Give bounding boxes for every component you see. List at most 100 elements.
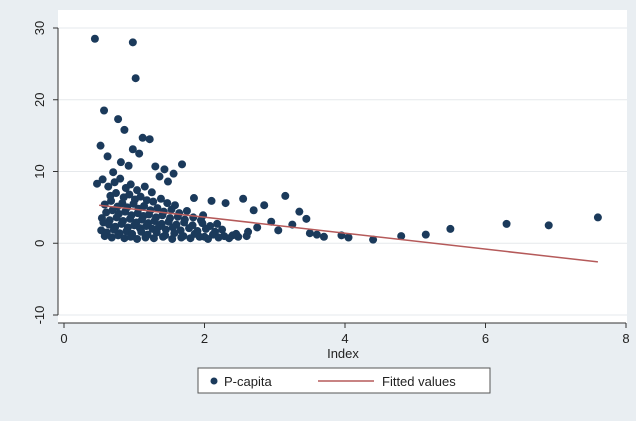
data-point (163, 199, 172, 208)
data-point (201, 224, 210, 233)
data-point (133, 186, 142, 195)
x-axis-label: Index (327, 346, 359, 361)
data-point (168, 234, 177, 243)
data-point (446, 224, 455, 233)
data-point (204, 234, 213, 243)
legend-label-fitted-values: Fitted values (382, 374, 456, 389)
data-point (260, 201, 269, 210)
data-point (305, 229, 314, 238)
data-point (244, 227, 253, 236)
data-point (214, 233, 223, 242)
data-point (149, 197, 158, 206)
data-point (103, 152, 112, 161)
data-point (167, 205, 176, 214)
data-point (319, 232, 328, 241)
data-point (151, 162, 160, 171)
data-point (126, 232, 135, 241)
grid-lines (58, 27, 627, 316)
data-point (135, 149, 144, 158)
data-point (177, 233, 186, 242)
y-tick-label: 30 (32, 21, 47, 35)
data-point (140, 201, 149, 210)
data-point (131, 74, 140, 83)
x-tick-label: 6 (482, 331, 489, 346)
legend-label-p-capita: P-capita (224, 374, 272, 389)
fitted-values-line (99, 204, 598, 263)
data-point (502, 219, 511, 228)
data-point (274, 226, 283, 235)
data-point (90, 34, 99, 43)
legend-marker-p-capita (210, 377, 218, 385)
data-point (221, 199, 230, 208)
data-point (189, 213, 198, 222)
data-point (149, 234, 158, 243)
data-point (145, 210, 154, 219)
data-point (120, 125, 129, 134)
y-axis: -10 0 10 20 30 (32, 21, 58, 324)
data-point (198, 219, 207, 228)
data-point (104, 220, 113, 229)
data-point (159, 232, 168, 241)
data-point (126, 180, 135, 189)
data-point (544, 221, 553, 230)
x-tick-label: 0 (60, 331, 67, 346)
data-point (137, 227, 146, 236)
data-point (129, 199, 138, 208)
data-point (116, 158, 125, 167)
data-point (114, 231, 123, 240)
data-point (128, 145, 137, 154)
data-point (104, 182, 113, 191)
y-tick-label: 10 (32, 164, 47, 178)
data-point (120, 234, 129, 243)
data-point (295, 207, 304, 216)
data-point (140, 182, 149, 191)
data-point (142, 222, 151, 231)
data-point (138, 133, 147, 142)
data-point (232, 229, 241, 238)
data-point (302, 214, 311, 223)
data-point (218, 225, 227, 234)
data-point (155, 172, 164, 181)
data-point (344, 233, 353, 242)
data-point (249, 206, 258, 215)
data-point (107, 196, 116, 205)
data-point (593, 213, 602, 222)
x-tick-label: 8 (622, 331, 629, 346)
data-point (96, 141, 105, 150)
data-point (125, 190, 134, 199)
data-point (239, 194, 248, 203)
data-point (112, 213, 121, 222)
data-point (267, 217, 276, 226)
data-point (126, 214, 135, 223)
data-point (124, 161, 133, 170)
x-tick-label: 4 (341, 331, 348, 346)
scatter-series (90, 34, 602, 244)
data-point (136, 192, 145, 201)
data-point (225, 234, 234, 243)
data-point (195, 232, 204, 241)
data-point (117, 219, 126, 228)
y-tick-label: 0 (32, 240, 47, 247)
plot-area (58, 10, 627, 323)
data-point (100, 232, 109, 241)
data-point (164, 217, 173, 226)
data-point (98, 175, 107, 184)
x-tick-label: 2 (201, 331, 208, 346)
data-point (153, 204, 162, 213)
y-tick-label: 20 (32, 93, 47, 107)
data-point (369, 235, 378, 244)
data-point (186, 234, 195, 243)
data-point (182, 206, 191, 215)
data-point (93, 179, 102, 188)
data-point (111, 189, 120, 198)
data-point (253, 223, 262, 232)
data-point (137, 215, 146, 224)
data-point (160, 165, 169, 174)
data-point (163, 177, 172, 186)
data-point (109, 168, 118, 177)
data-point (114, 115, 123, 124)
data-point (397, 232, 406, 241)
data-point (207, 196, 216, 205)
